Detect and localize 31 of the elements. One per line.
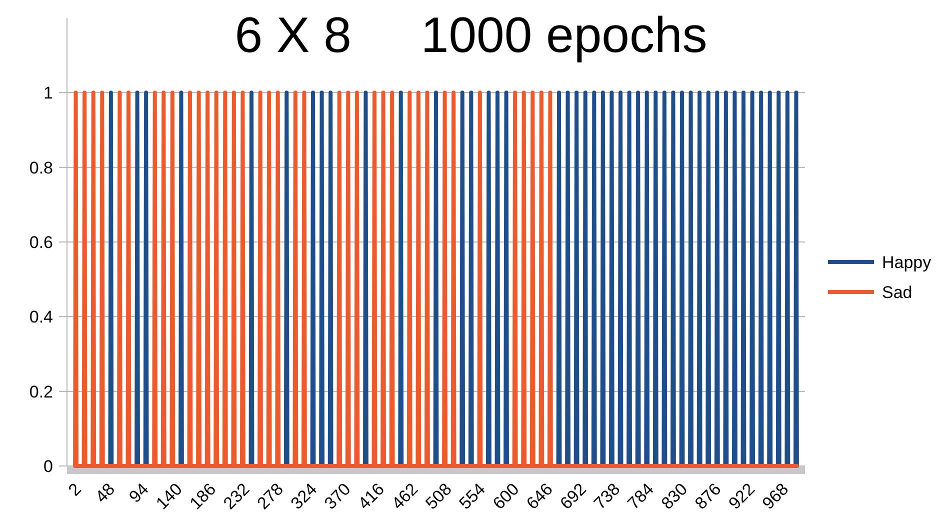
x-tick-label: 140 (152, 480, 186, 514)
x-tick-label: 462 (388, 480, 422, 514)
x-tick-label: 830 (658, 480, 692, 514)
x-tick-label: 2 (64, 480, 85, 500)
x-tick-label: 922 (724, 480, 758, 514)
x-tick-label: 738 (590, 480, 624, 514)
x-tick-label: 968 (758, 480, 792, 514)
x-tick-label: 416 (354, 480, 388, 514)
y-tick-label: 1 (44, 84, 53, 103)
x-tick-label: 324 (287, 480, 321, 514)
legend-label: Happy (882, 252, 932, 272)
x-tick-label: 784 (624, 480, 658, 514)
y-tick-label: 0.4 (29, 308, 53, 327)
x-tick-label: 876 (691, 480, 725, 514)
x-tick-label: 600 (489, 480, 523, 514)
chart-title: 6 X 8 1000 epochs (234, 7, 708, 63)
x-tick-label: 186 (186, 480, 220, 514)
y-tick-label: 0 (44, 456, 53, 476)
legend-label: Sad (882, 282, 912, 302)
x-tick-label: 692 (556, 480, 590, 514)
x-tick-label: 554 (456, 480, 490, 514)
x-tick-label: 370 (320, 480, 354, 514)
x-tick-label: 646 (522, 480, 556, 514)
y-tick-label: 0.8 (29, 158, 53, 178)
x-tick-label: 48 (92, 480, 119, 506)
x-tick-label: 508 (422, 480, 456, 514)
x-tick-label: 232 (220, 480, 254, 514)
y-tick-label: 0.6 (29, 232, 53, 252)
x-tick-label: 94 (125, 480, 152, 506)
x-tick-label: 278 (253, 480, 287, 514)
y-tick-label: 0.2 (29, 382, 53, 402)
